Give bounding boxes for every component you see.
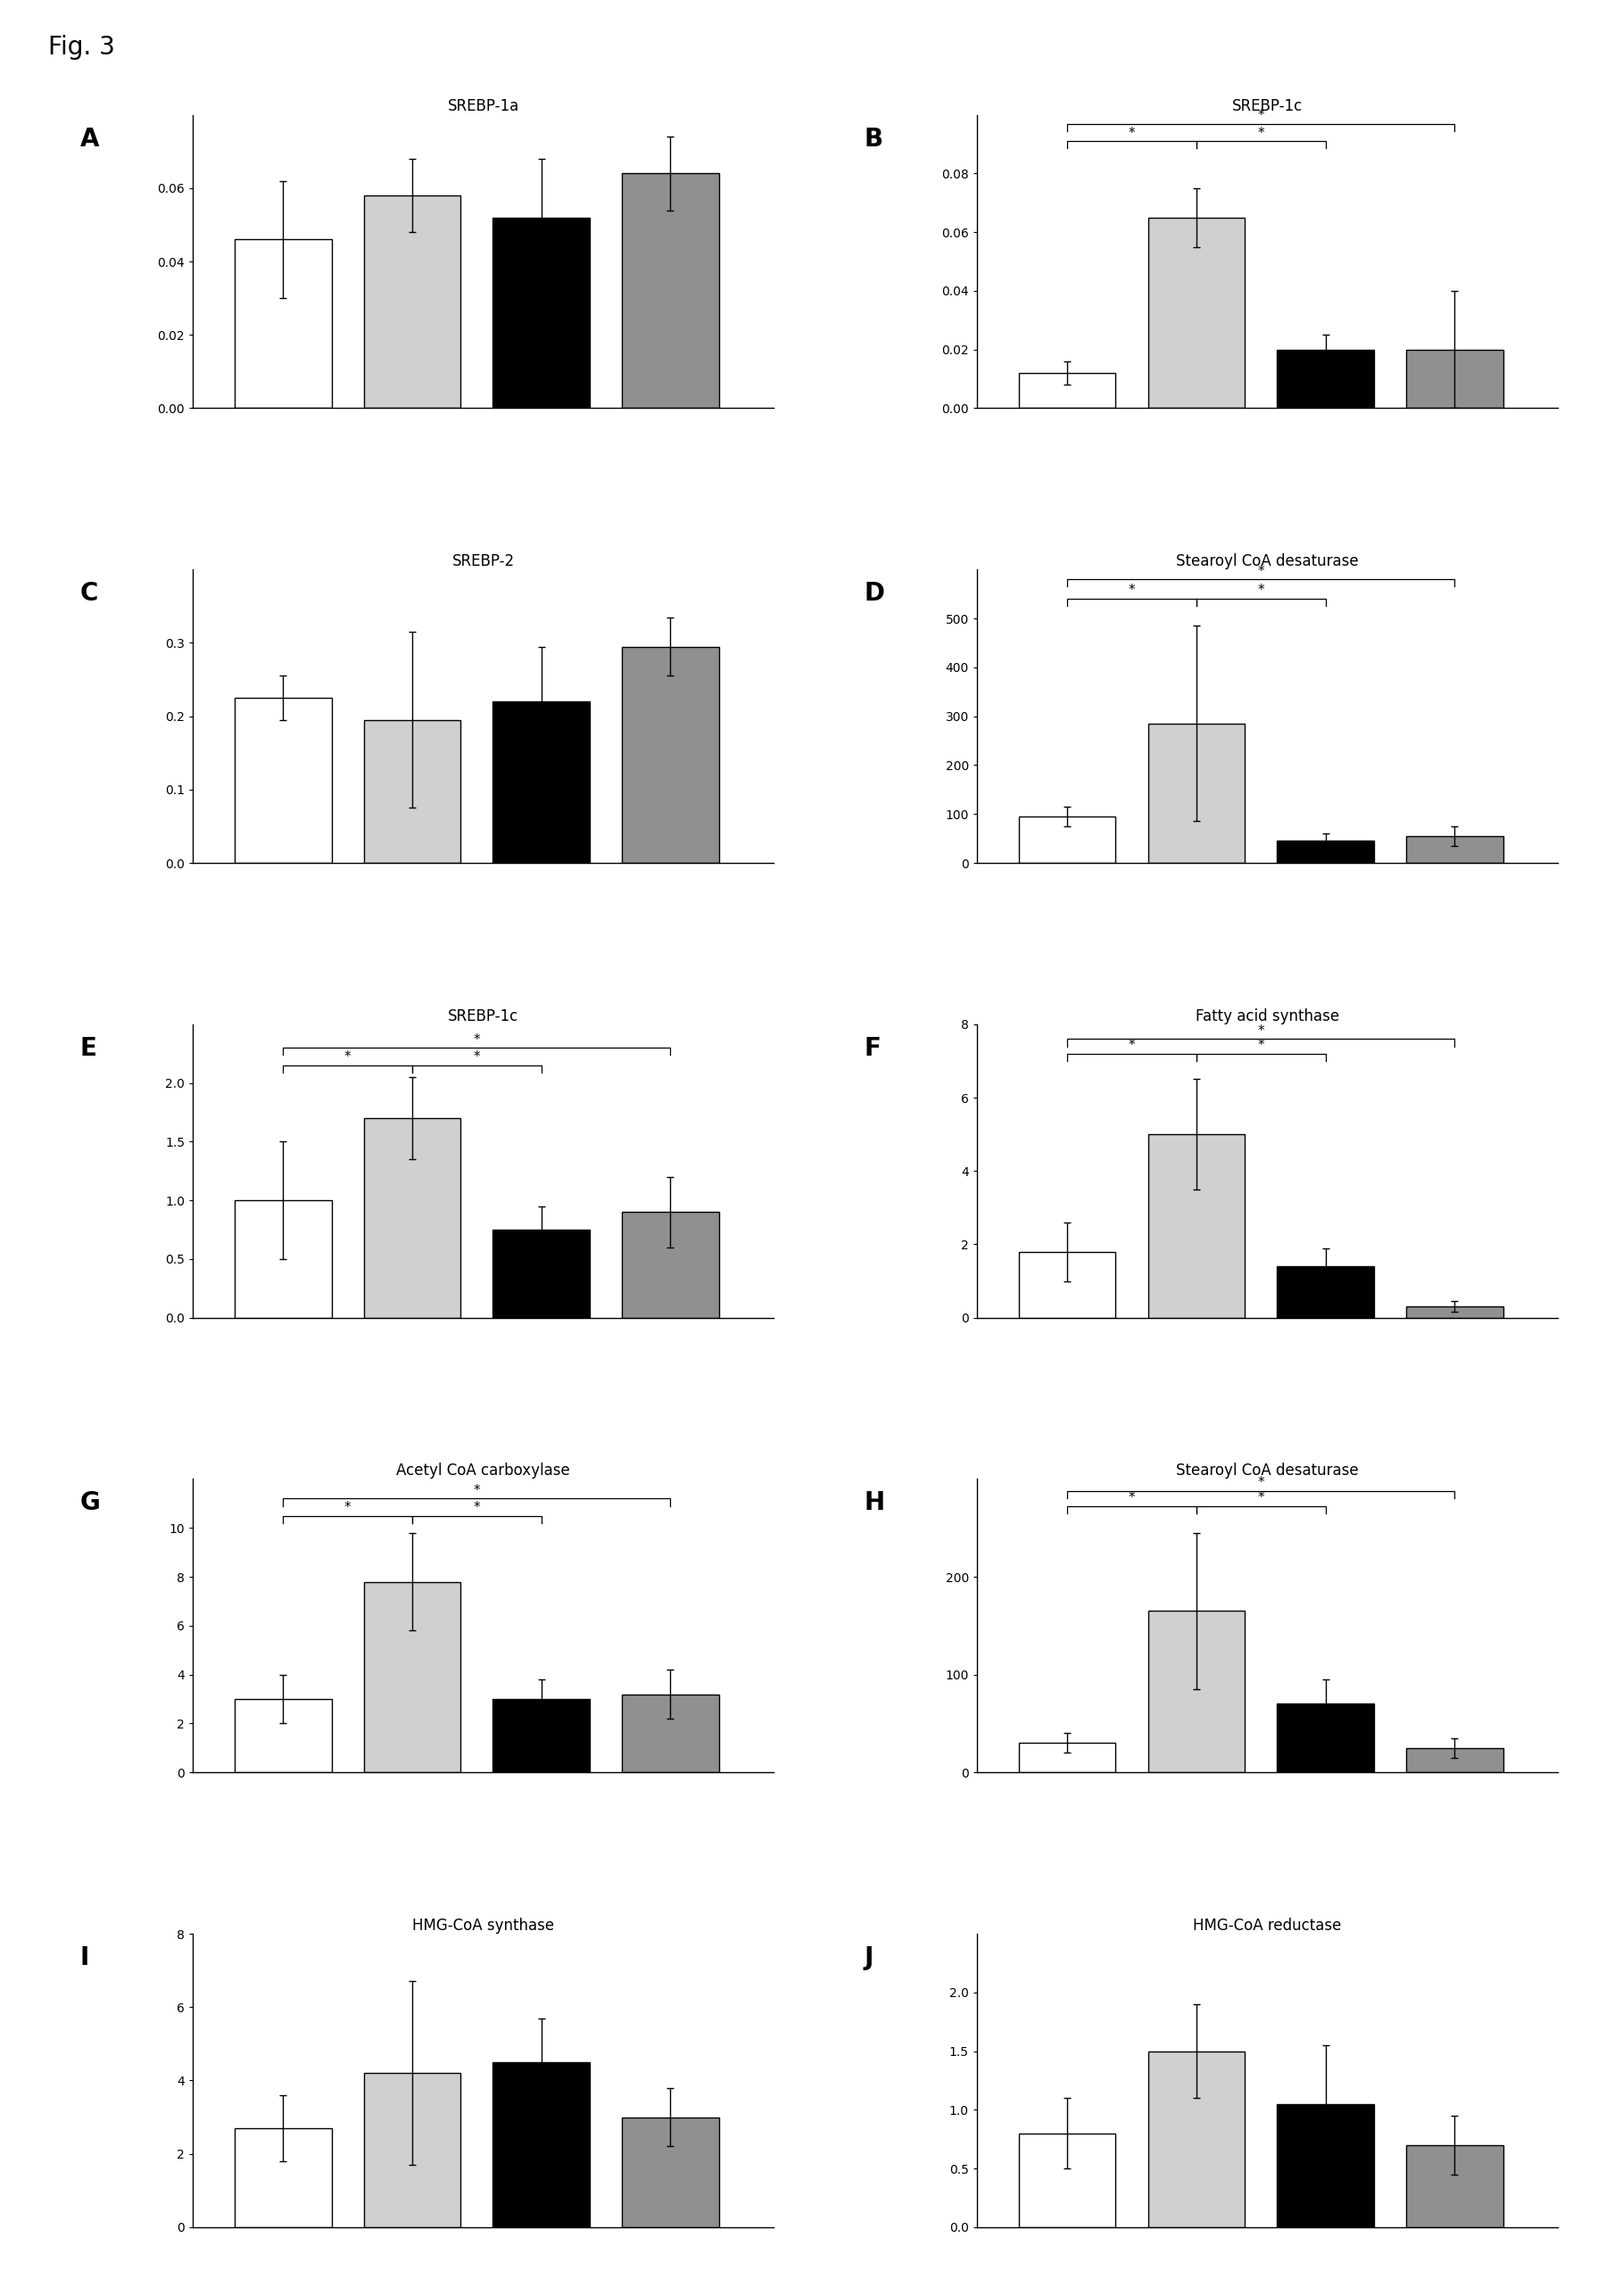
Bar: [1277, 2103, 1373, 2227]
Bar: [493, 2062, 589, 2227]
Text: D: D: [864, 581, 885, 606]
Bar: [234, 239, 331, 409]
Bar: [1018, 1251, 1116, 1318]
Bar: [493, 703, 589, 863]
Text: *: *: [474, 1502, 480, 1515]
Text: *: *: [344, 1052, 352, 1063]
Title: SREBP-1a: SREBP-1a: [448, 99, 519, 115]
Bar: [1277, 1704, 1373, 1773]
Bar: [1148, 218, 1245, 409]
Bar: [1018, 1743, 1116, 1773]
Title: HMG-CoA synthase: HMG-CoA synthase: [413, 1917, 554, 1933]
Bar: [365, 2073, 461, 2227]
Title: Fatty acid synthase: Fatty acid synthase: [1195, 1008, 1339, 1024]
Text: G: G: [80, 1490, 101, 1515]
Text: *: *: [1257, 126, 1264, 140]
Text: *: *: [1257, 583, 1264, 597]
Bar: [234, 1699, 331, 1773]
Text: B: B: [864, 126, 883, 152]
Bar: [1148, 1612, 1245, 1773]
Text: *: *: [344, 1502, 352, 1515]
Bar: [1407, 836, 1503, 863]
Text: A: A: [80, 126, 100, 152]
Text: H: H: [864, 1490, 885, 1515]
Title: Stearoyl CoA desaturase: Stearoyl CoA desaturase: [1176, 553, 1359, 569]
Bar: [234, 698, 331, 863]
Text: *: *: [1129, 1492, 1135, 1504]
Text: *: *: [474, 1033, 480, 1047]
Bar: [1018, 372, 1116, 409]
Bar: [1407, 1306, 1503, 1318]
Bar: [1018, 2133, 1116, 2227]
Bar: [365, 1118, 461, 1318]
Text: *: *: [1129, 126, 1135, 140]
Bar: [622, 1212, 719, 1318]
Bar: [493, 1231, 589, 1318]
Bar: [365, 195, 461, 409]
Bar: [1148, 1134, 1245, 1318]
Bar: [1407, 2144, 1503, 2227]
Bar: [365, 721, 461, 863]
Text: Fig. 3: Fig. 3: [48, 34, 116, 60]
Title: HMG-CoA reductase: HMG-CoA reductase: [1193, 1917, 1341, 1933]
Bar: [1407, 1747, 1503, 1773]
Text: *: *: [474, 1483, 480, 1497]
Bar: [234, 1201, 331, 1318]
Text: *: *: [1129, 1038, 1135, 1052]
Text: I: I: [80, 1945, 90, 1970]
Bar: [622, 1694, 719, 1773]
Bar: [1407, 349, 1503, 409]
Text: *: *: [1257, 1038, 1264, 1052]
Text: J: J: [864, 1945, 874, 1970]
Title: SREBP-1c: SREBP-1c: [448, 1008, 519, 1024]
Title: SREBP-2: SREBP-2: [451, 553, 514, 569]
Bar: [622, 2117, 719, 2227]
Bar: [493, 218, 589, 409]
Text: C: C: [80, 581, 98, 606]
Bar: [1148, 2050, 1245, 2227]
Title: Acetyl CoA carboxylase: Acetyl CoA carboxylase: [397, 1463, 570, 1479]
Text: *: *: [1257, 1476, 1264, 1490]
Bar: [1277, 349, 1373, 409]
Text: *: *: [1257, 565, 1264, 579]
Text: *: *: [1257, 1492, 1264, 1504]
Title: Stearoyl CoA desaturase: Stearoyl CoA desaturase: [1176, 1463, 1359, 1479]
Bar: [1148, 723, 1245, 863]
Bar: [622, 647, 719, 863]
Bar: [1018, 817, 1116, 863]
Bar: [365, 1582, 461, 1773]
Text: *: *: [1257, 108, 1264, 122]
Text: F: F: [864, 1035, 882, 1061]
Text: E: E: [80, 1035, 96, 1061]
Bar: [1277, 840, 1373, 863]
Text: *: *: [1257, 1024, 1264, 1038]
Bar: [622, 174, 719, 409]
Title: SREBP-1c: SREBP-1c: [1232, 99, 1302, 115]
Bar: [1277, 1267, 1373, 1318]
Bar: [493, 1699, 589, 1773]
Bar: [234, 2128, 331, 2227]
Text: *: *: [1129, 583, 1135, 597]
Text: *: *: [474, 1052, 480, 1063]
